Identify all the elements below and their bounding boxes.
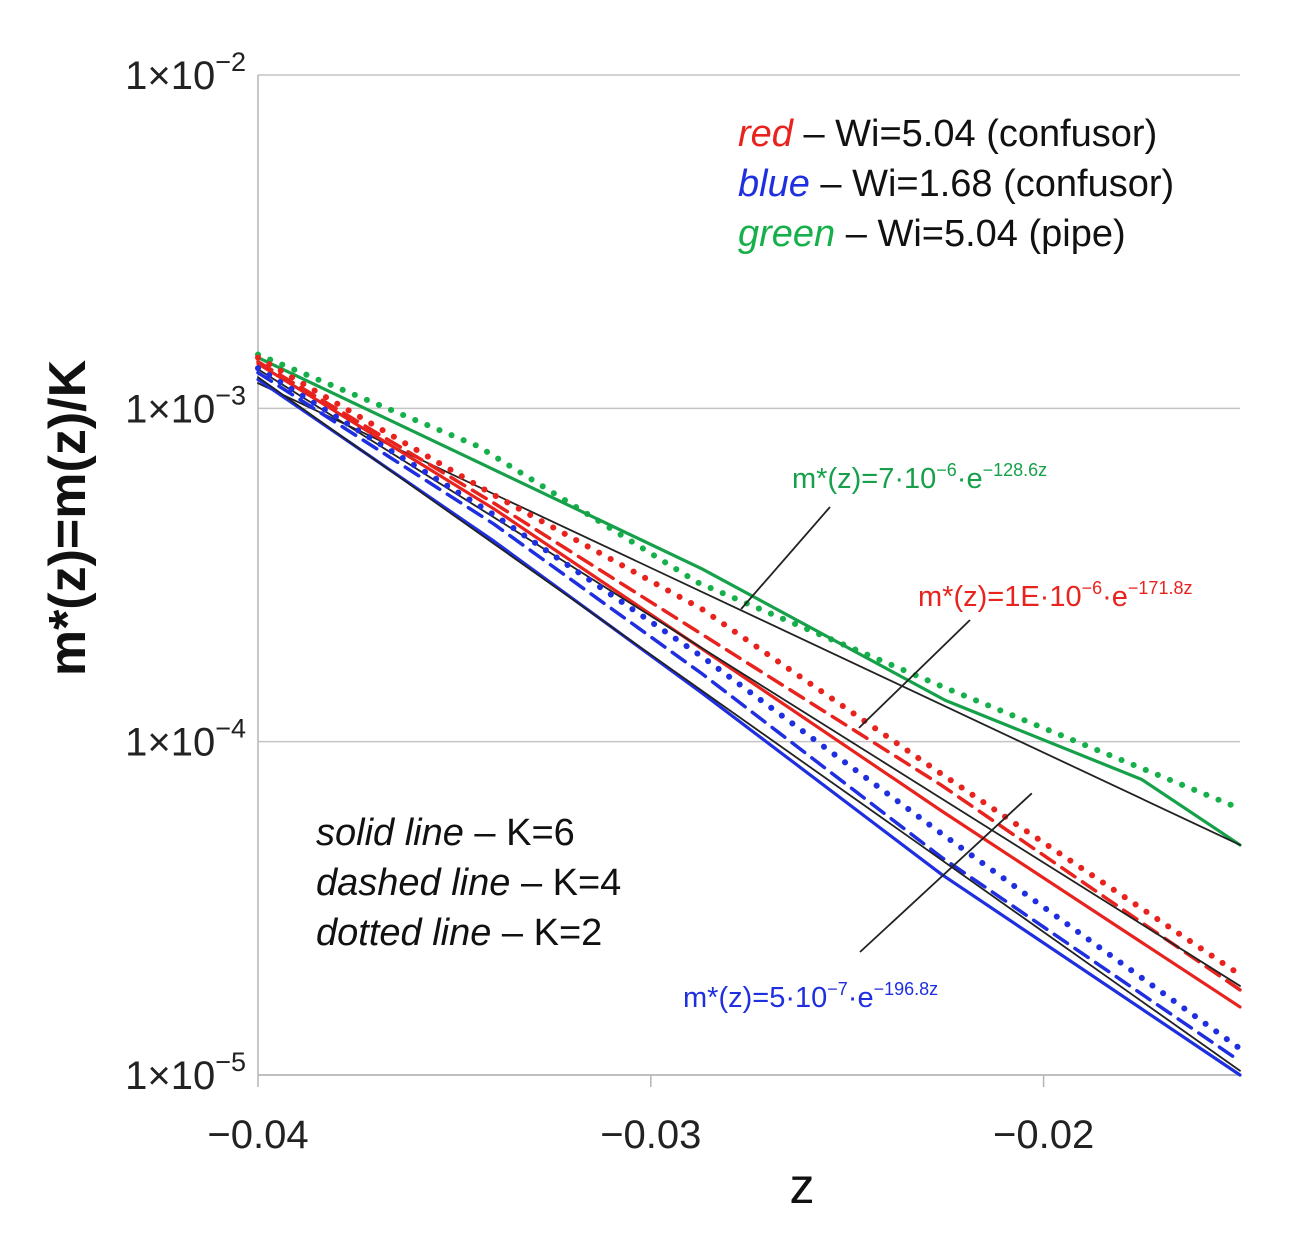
line-style-entry: dashed line – K=4 bbox=[316, 862, 621, 904]
y-tick-label: 1×10−3 bbox=[125, 380, 246, 431]
annotation-leader bbox=[859, 792, 1033, 953]
annotation-equation: m*(z)=5·10−7·e−196.8z bbox=[683, 979, 938, 1014]
x-axis-title: z bbox=[790, 1158, 815, 1214]
line-style-entry: dotted line – K=2 bbox=[316, 912, 602, 954]
x-tick-label: −0.04 bbox=[207, 1113, 308, 1157]
series-line-1 bbox=[256, 355, 1242, 847]
y-tick-label: 1×10−4 bbox=[125, 714, 246, 765]
legend-entry: red – Wi=5.04 (confusor) bbox=[738, 113, 1157, 155]
y-tick-label: 1×10−2 bbox=[125, 47, 246, 98]
y-tick-label: 1×10−5 bbox=[125, 1047, 246, 1098]
series-line-0 bbox=[255, 351, 1243, 812]
annotation-leader-lines bbox=[740, 506, 1033, 953]
line-style-entry: solid line – K=6 bbox=[316, 812, 575, 854]
series-lines bbox=[255, 351, 1243, 1077]
legend-entry: blue – Wi=1.68 (confusor) bbox=[738, 163, 1174, 205]
series-line-7 bbox=[255, 365, 1243, 1052]
annotation-leader bbox=[740, 506, 831, 610]
y-axis-title: m*(z)=m(z)/K bbox=[39, 359, 97, 676]
annotation-equation: m*(z)=7·10−6·e−128.6z bbox=[792, 460, 1047, 495]
y-axis-ticks: 1×10−2 1×10−3 1×10−4 1×10−5 bbox=[125, 47, 246, 1098]
series-line-10 bbox=[257, 376, 1241, 1072]
series-line-3 bbox=[255, 354, 1243, 978]
line-style-legend: solid line – K=6 dashed line – K=4 dotted … bbox=[316, 812, 621, 954]
series-line-4 bbox=[256, 359, 1242, 992]
x-tick-label: −0.02 bbox=[993, 1113, 1094, 1157]
legend-entry: green – Wi=5.04 (pipe) bbox=[738, 213, 1126, 255]
x-axis-ticks: −0.04 −0.03 −0.02 bbox=[207, 1074, 1240, 1157]
series-line-8 bbox=[256, 370, 1242, 1063]
x-tick-label: −0.03 bbox=[600, 1113, 701, 1157]
series-line-6 bbox=[257, 368, 1241, 987]
annotation-leader bbox=[858, 619, 971, 729]
annotation-equation: m*(z)=1E·10−6·e−171.8z bbox=[918, 578, 1192, 613]
color-legend: red – Wi=5.04 (confusor) blue – Wi=1.68 (… bbox=[738, 113, 1174, 255]
annotations: m*(z)=7·10−6·e−128.6z m*(z)=1E·10−6·e−171… bbox=[683, 460, 1192, 1014]
